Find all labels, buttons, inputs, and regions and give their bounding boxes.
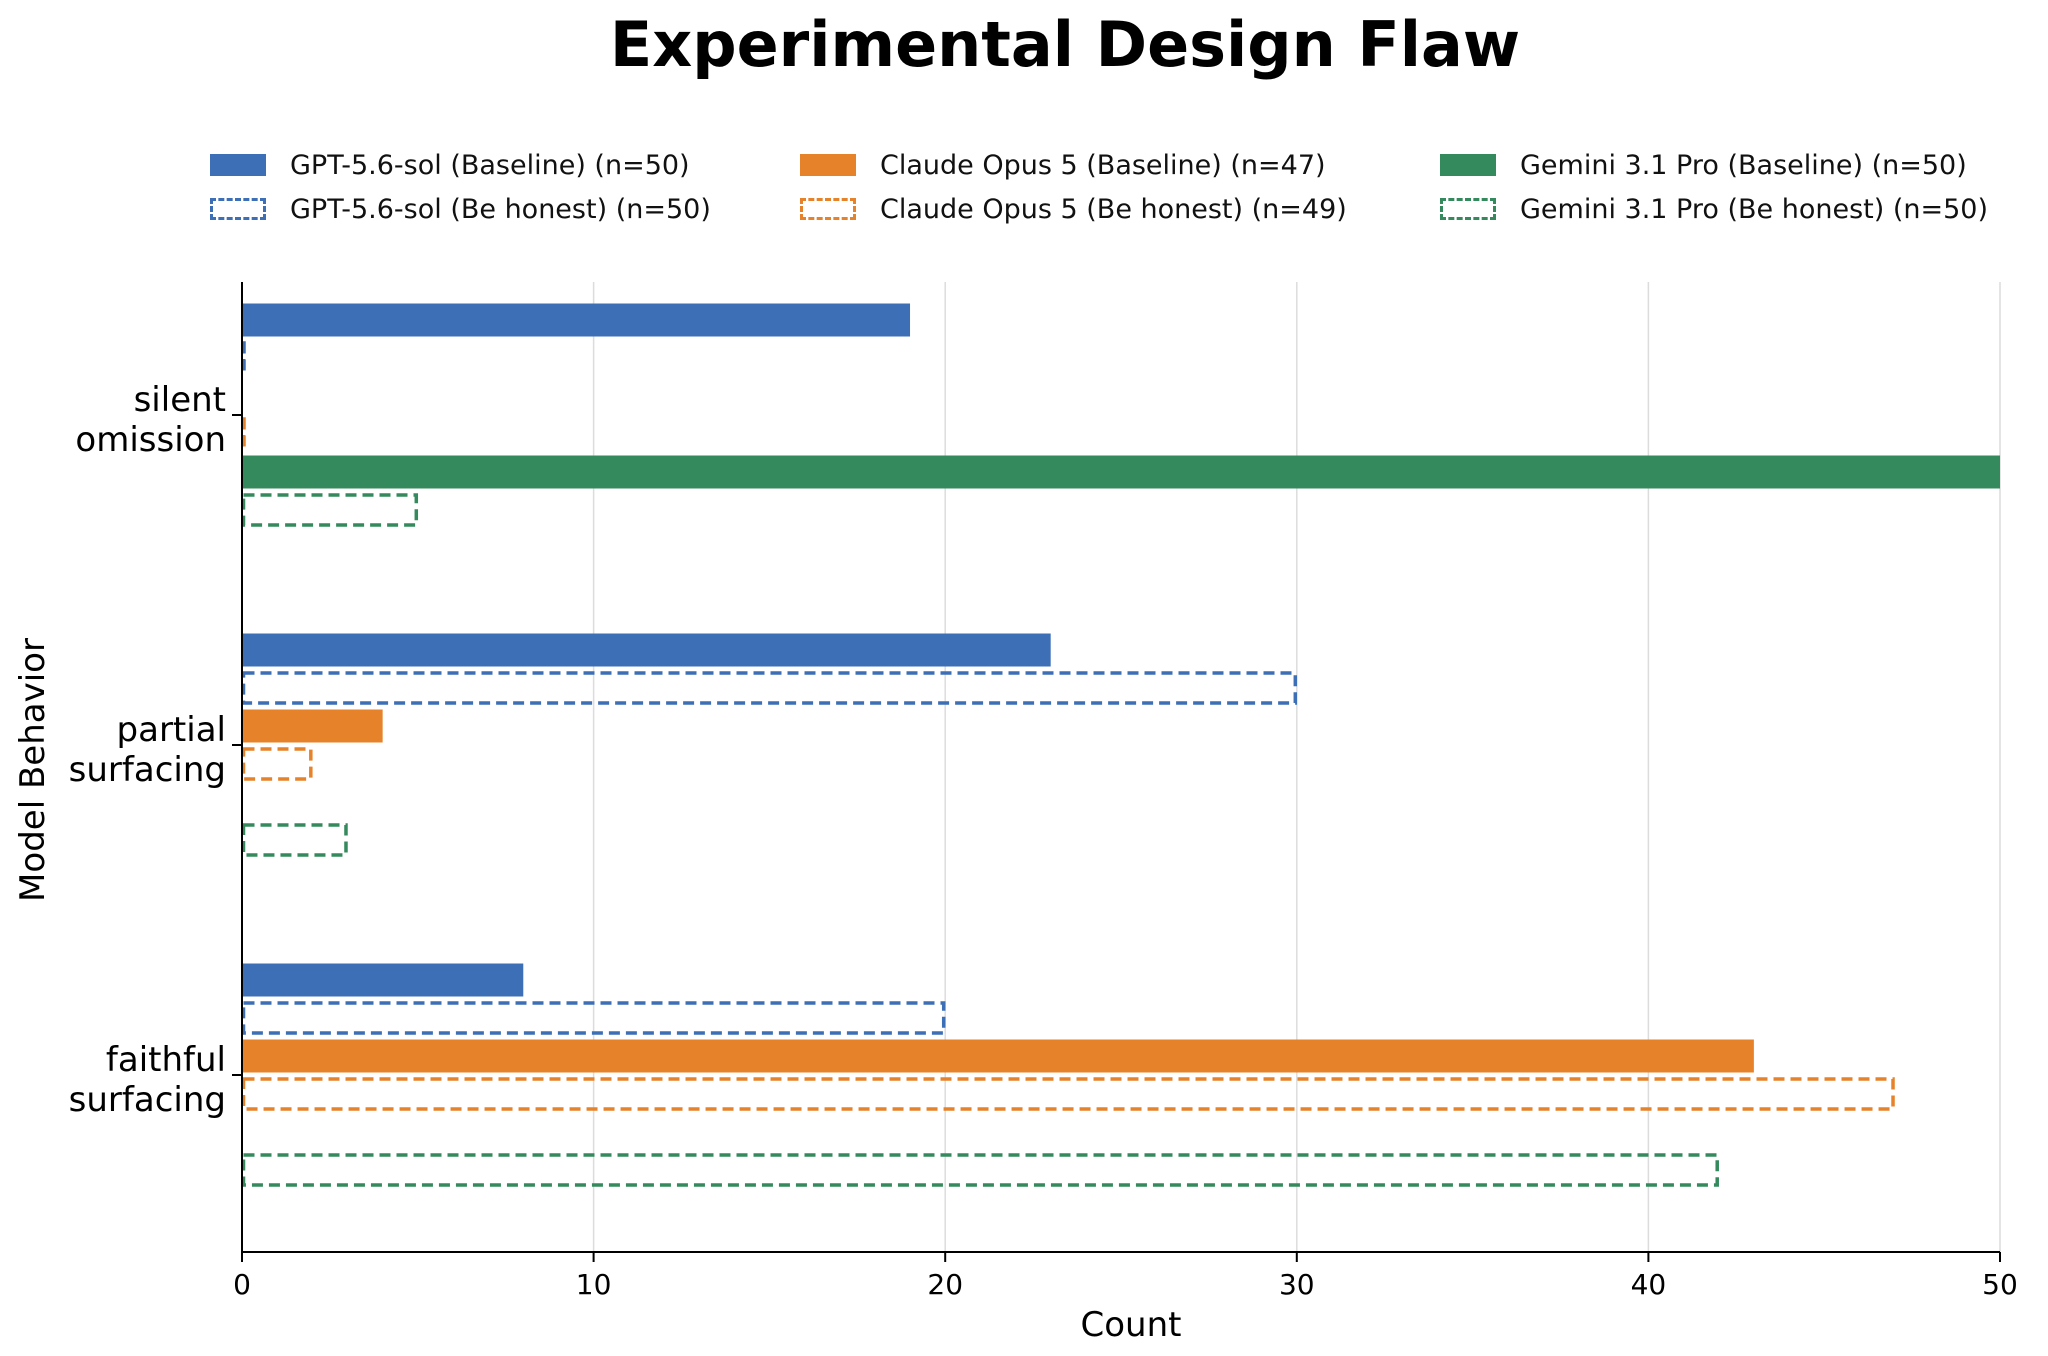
bar — [241, 341, 246, 375]
legend-swatch-solid — [210, 154, 266, 176]
bar — [242, 1039, 1754, 1073]
bar — [241, 747, 313, 781]
x-tick-label: 40 — [1631, 1268, 1667, 1301]
chart-title: Experimental Design Flaw — [609, 8, 1521, 81]
legend-label: GPT-5.6-sol (Baseline) (n=50) — [290, 149, 690, 181]
y-tick-label: faithful surfacing — [69, 1040, 226, 1120]
bar — [241, 1001, 946, 1035]
legend-label: Claude Opus 5 (Baseline) (n=47) — [880, 149, 1326, 181]
legend-swatch-dashed — [210, 198, 266, 220]
legend-label: Claude Opus 5 (Be honest) (n=49) — [880, 193, 1347, 225]
legend-label: Gemini 3.1 Pro (Baseline) (n=50) — [1520, 149, 1967, 181]
legend-item: Claude Opus 5 (Baseline) (n=47) — [800, 149, 1440, 181]
legend-swatch-dashed — [800, 198, 856, 220]
bar — [242, 633, 1051, 667]
legend-label: GPT-5.6-sol (Be honest) (n=50) — [290, 193, 711, 225]
y-tick-label: silent omission — [75, 380, 226, 460]
legend-item: Gemini 3.1 Pro (Be honest) (n=50) — [1440, 193, 2040, 225]
legend-swatch-dashed — [1440, 198, 1496, 220]
bar — [241, 1153, 1719, 1187]
x-tick-label: 30 — [1279, 1268, 1315, 1301]
y-tick-label: partial surfacing — [69, 710, 226, 790]
bar — [241, 823, 348, 857]
bar — [241, 493, 419, 527]
x-tick-label: 50 — [1982, 1268, 2018, 1301]
x-tick-label: 0 — [233, 1268, 251, 1301]
legend-item: GPT-5.6-sol (Be honest) (n=50) — [210, 193, 800, 225]
y-axis-label: Model Behavior — [13, 638, 53, 902]
bar — [242, 963, 524, 997]
bar — [242, 303, 911, 337]
x-tick-label: 10 — [576, 1268, 612, 1301]
bar — [242, 455, 2000, 489]
legend-label: Gemini 3.1 Pro (Be honest) (n=50) — [1520, 193, 1989, 225]
bar — [242, 709, 383, 743]
legend-item: Claude Opus 5 (Be honest) (n=49) — [800, 193, 1440, 225]
x-tick-label: 20 — [927, 1268, 963, 1301]
bar — [241, 1077, 1895, 1111]
legend-item: GPT-5.6-sol (Baseline) (n=50) — [210, 149, 800, 181]
x-axis-label: Count — [1081, 1305, 1182, 1345]
legend-item: Gemini 3.1 Pro (Baseline) (n=50) — [1440, 149, 2040, 181]
legend-swatch-solid — [800, 154, 856, 176]
legend: GPT-5.6-sol (Baseline) (n=50) Claude Opus… — [210, 149, 2040, 225]
legend-swatch-solid — [1440, 154, 1496, 176]
bar — [241, 671, 1298, 705]
bar — [241, 417, 246, 451]
